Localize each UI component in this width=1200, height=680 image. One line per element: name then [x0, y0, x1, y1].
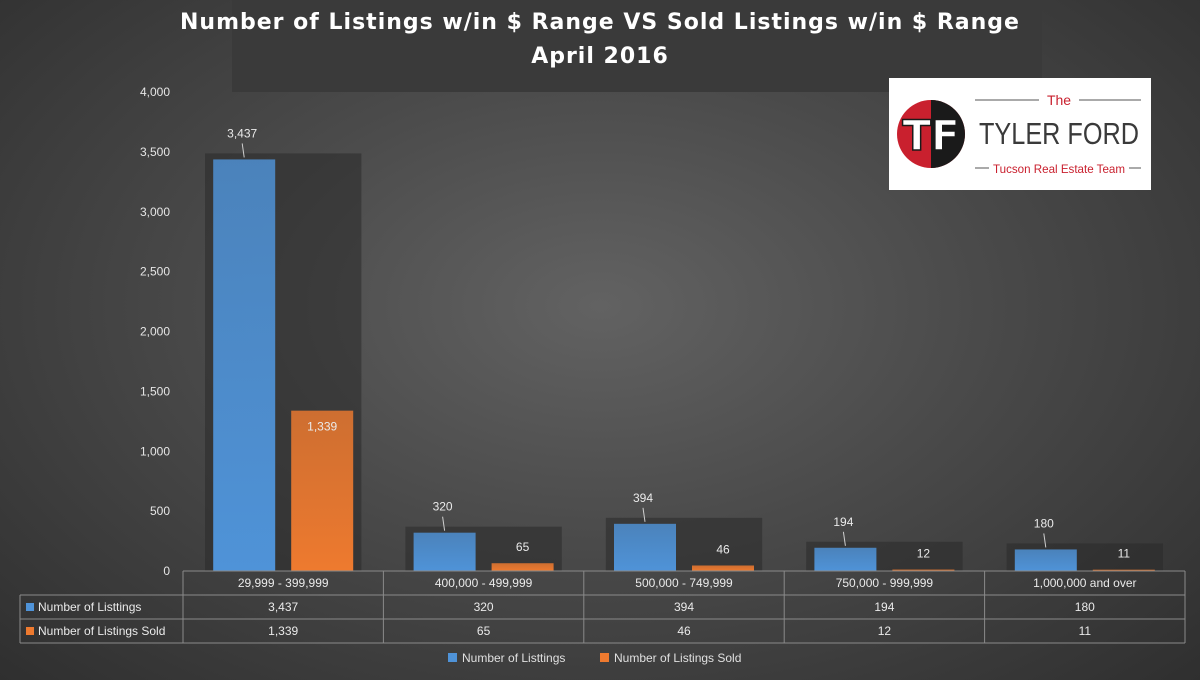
- data-label: 394: [633, 491, 653, 505]
- x-tick-label: 400,000 - 499,999: [435, 576, 533, 590]
- table-row-header: Number of Listtings: [38, 600, 141, 614]
- bar-sold: [692, 565, 754, 571]
- legend-label: Number of Listtings: [462, 651, 565, 665]
- title-background: [232, 0, 1042, 92]
- logo-the: The: [1047, 92, 1071, 108]
- legend-swatch: [448, 653, 457, 662]
- chart-title: Number of Listings w/in $ Range VS Sold …: [180, 10, 1020, 35]
- bar-sold: [892, 569, 955, 572]
- logo-name: TYLER FORD: [979, 116, 1139, 151]
- bar-listings: [213, 159, 276, 571]
- company-logo: TF The TYLER FORD Tucson Real Estate Tea…: [889, 78, 1151, 190]
- data-label: 11: [1118, 547, 1131, 561]
- table-legend-key: [26, 627, 34, 635]
- y-tick-label: 2,500: [140, 265, 170, 279]
- legend-label: Number of Listings Sold: [614, 651, 741, 665]
- table-row-header: Number of Listings Sold: [38, 624, 165, 638]
- table-cell: 46: [677, 624, 691, 638]
- table-cell: 320: [474, 600, 494, 614]
- logo-circle-dark: [931, 100, 965, 168]
- data-label: 3,437: [227, 126, 257, 140]
- data-label-leader: [442, 516, 446, 531]
- x-tick-label: 1,000,000 and over: [1033, 576, 1136, 590]
- data-label: 194: [833, 515, 853, 529]
- table-cell: 1,339: [268, 624, 298, 638]
- data-label-leader: [1043, 533, 1047, 548]
- table-cell: 394: [674, 600, 694, 614]
- table-cell: 65: [477, 624, 491, 638]
- data-label-leader: [842, 531, 846, 546]
- y-tick-label: 3,500: [140, 145, 170, 159]
- y-tick-label: 2,000: [140, 325, 170, 339]
- y-tick-label: 1,500: [140, 384, 170, 398]
- logo-graphic: TF The TYLER FORD Tucson Real Estate Tea…: [897, 92, 1141, 176]
- bar-listings: [413, 532, 476, 571]
- data-label: 320: [433, 500, 453, 514]
- bar-listings: [1014, 549, 1077, 571]
- y-tick-label: 500: [150, 504, 170, 518]
- table-cell: 180: [1075, 600, 1095, 614]
- data-label: 46: [716, 542, 730, 556]
- data-label: 12: [917, 547, 931, 561]
- logo-subtitle: Tucson Real Estate Team: [993, 162, 1125, 176]
- bar-listings: [614, 523, 676, 571]
- bar-listings: [814, 547, 877, 571]
- bar-sold: [291, 410, 354, 571]
- table-cell: 12: [878, 624, 892, 638]
- data-label: 65: [516, 540, 530, 554]
- table-cell: 11: [1079, 624, 1092, 638]
- table-cell: 194: [874, 600, 894, 614]
- data-label-leader: [642, 507, 646, 522]
- y-tick-label: 1,000: [140, 444, 170, 458]
- y-tick-label: 0: [163, 564, 170, 578]
- table-legend-key: [26, 603, 34, 611]
- bar-sold: [491, 563, 554, 571]
- x-tick-label: 500,000 - 749,999: [635, 576, 733, 590]
- data-label: 1,339: [307, 420, 337, 434]
- legend-swatch: [600, 653, 609, 662]
- data-label: 180: [1034, 516, 1054, 530]
- data-label-leader: [241, 143, 245, 158]
- y-tick-label: 4,000: [140, 85, 170, 99]
- table-cell: 3,437: [268, 600, 298, 614]
- bar-sold: [1092, 569, 1155, 572]
- y-tick-label: 3,000: [140, 205, 170, 219]
- x-tick-label: 750,000 - 999,999: [836, 576, 934, 590]
- x-tick-label: 29,999 - 399,999: [238, 576, 329, 590]
- logo-mark: TF: [902, 111, 959, 160]
- chart-subtitle: April 2016: [531, 44, 669, 69]
